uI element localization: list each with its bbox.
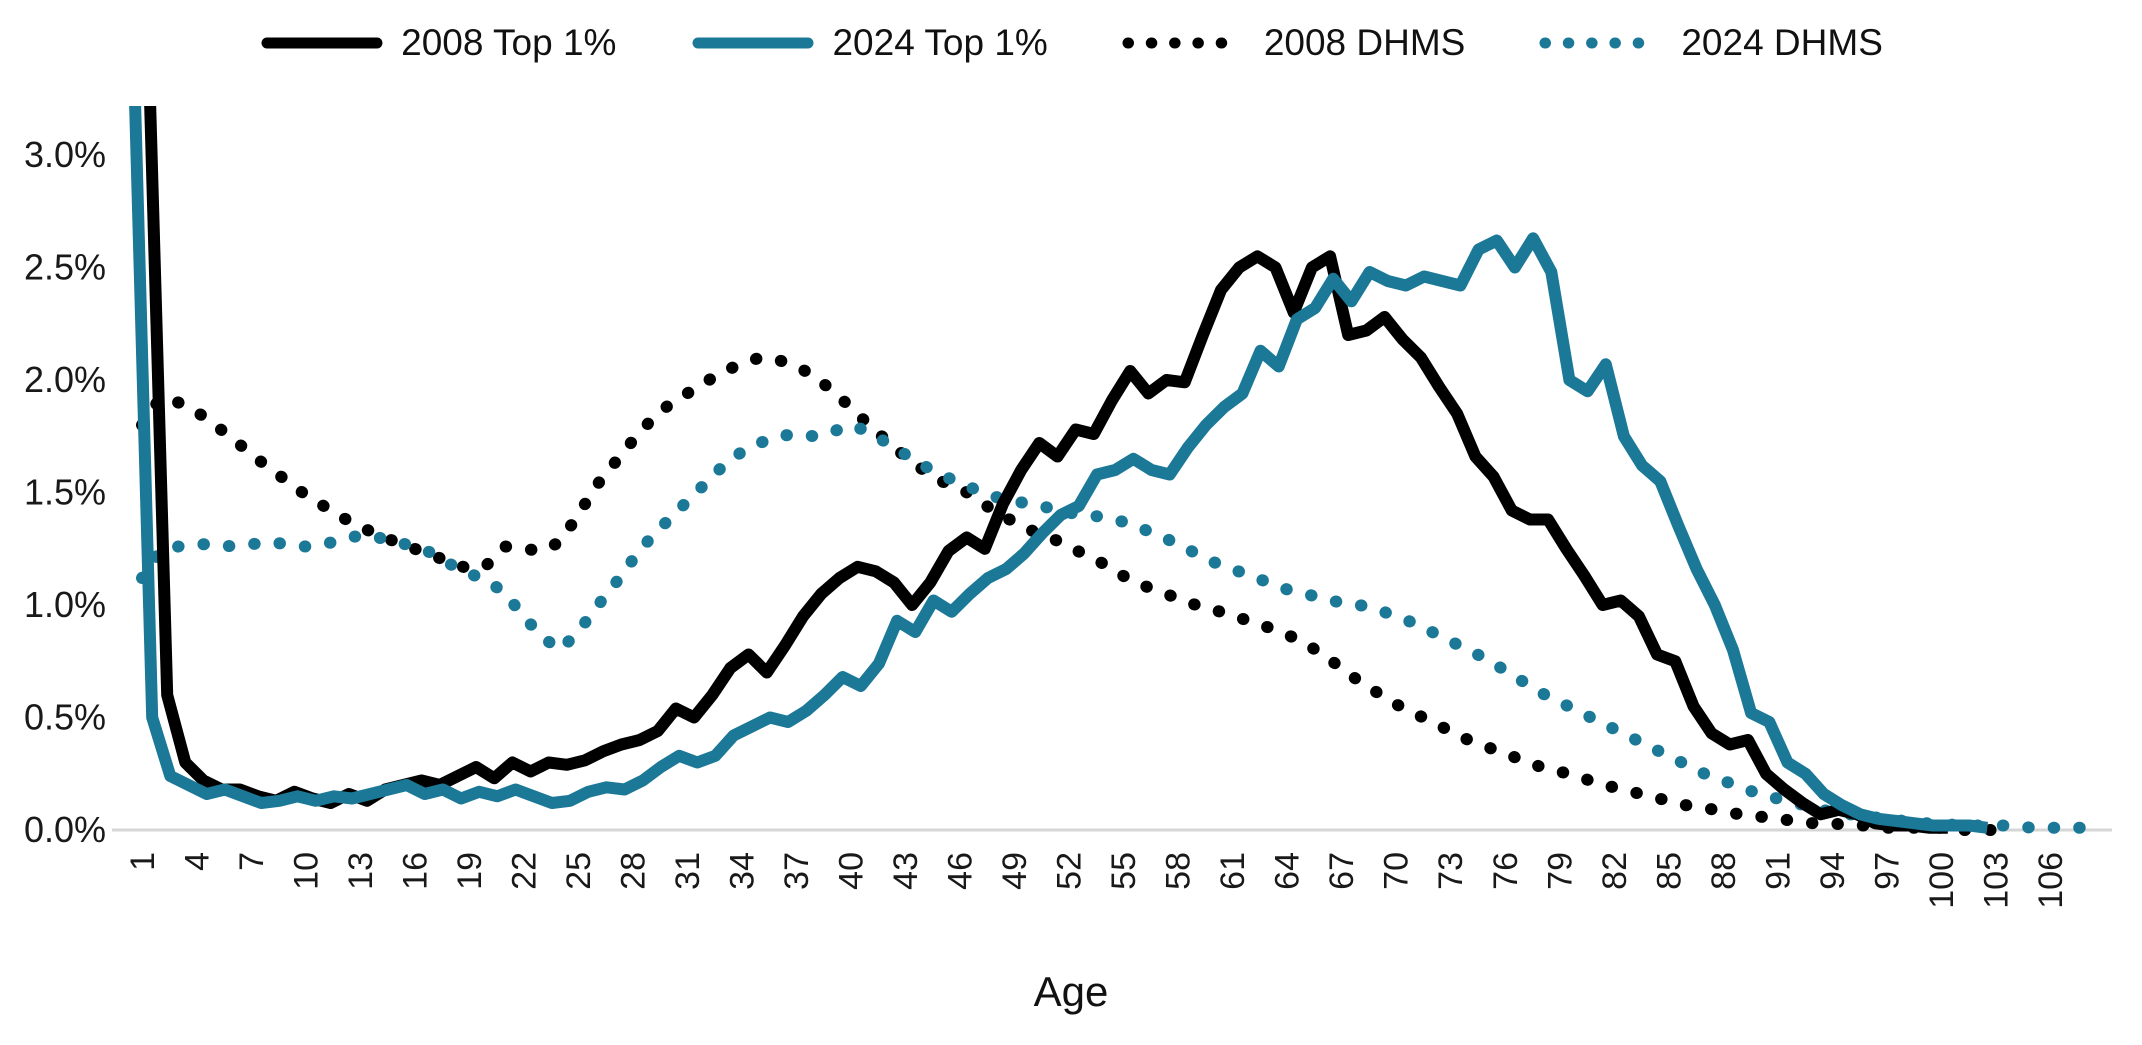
legend-label-2008-dhms: 2008 DHMS bbox=[1263, 22, 1466, 63]
x-axis-title: Age bbox=[1033, 968, 1109, 1015]
x-tick-label: 85 bbox=[1650, 852, 1688, 890]
x-tick-label: 7 bbox=[233, 852, 271, 871]
legend-solid-black-line-icon bbox=[261, 37, 383, 49]
x-tick-label: 16 bbox=[397, 852, 435, 890]
legend-dotted-black-line-icon bbox=[1122, 37, 1248, 49]
x-tick-label: 19 bbox=[451, 852, 489, 890]
x-tick-label: 64 bbox=[1269, 852, 1307, 890]
legend-label-2008-top1: 2008 Top 1% bbox=[401, 22, 617, 63]
x-tick-label: 91 bbox=[1759, 852, 1797, 890]
x-tick-label: 55 bbox=[1105, 852, 1143, 890]
y-tick-label: 0.0% bbox=[24, 809, 106, 850]
x-tick-label: 25 bbox=[560, 852, 598, 890]
x-tick-label: 40 bbox=[833, 852, 871, 890]
legend-dotted-teal-line-icon bbox=[1539, 37, 1665, 49]
x-tick-label: 82 bbox=[1596, 852, 1634, 890]
x-tick-label: 103 bbox=[1977, 852, 2015, 909]
x-tick-label: 46 bbox=[942, 852, 980, 890]
x-tick-label: 52 bbox=[1051, 852, 1089, 890]
x-tick-label: 37 bbox=[778, 852, 816, 890]
x-tick-label: 43 bbox=[887, 852, 925, 890]
legend-item-2024-dhms: 2024 DHMS bbox=[1539, 22, 1883, 64]
x-tick-label: 28 bbox=[615, 852, 653, 890]
x-tick-label: 49 bbox=[996, 852, 1034, 890]
legend-label-2024-top1: 2024 Top 1% bbox=[832, 22, 1048, 63]
x-tick-label: 88 bbox=[1705, 852, 1743, 890]
x-tick-label: 73 bbox=[1432, 852, 1470, 890]
x-tick-label: 79 bbox=[1541, 852, 1579, 890]
x-tick-label: 10 bbox=[288, 852, 326, 890]
x-tick-label: 70 bbox=[1378, 852, 1416, 890]
y-tick-label: 0.5% bbox=[24, 697, 106, 738]
x-tick-label: 31 bbox=[669, 852, 707, 890]
y-tick-label: 3.0% bbox=[24, 134, 106, 175]
x-tick-label: 97 bbox=[1868, 852, 1906, 890]
x-tick-label: 67 bbox=[1323, 852, 1361, 890]
y-tick-label: 1.0% bbox=[24, 584, 106, 625]
series-line-2024-top-1- bbox=[129, 106, 1989, 834]
legend-solid-teal-line-icon bbox=[692, 37, 814, 49]
x-tick-label: 76 bbox=[1487, 852, 1525, 890]
x-tick-label: 22 bbox=[506, 852, 544, 890]
y-tick-label: 1.5% bbox=[24, 472, 106, 513]
legend-item-2008-dhms: 2008 DHMS bbox=[1122, 22, 1466, 64]
y-tick-label: 2.0% bbox=[24, 359, 106, 400]
x-tick-label: 1 bbox=[124, 852, 162, 871]
x-tick-label: 13 bbox=[342, 852, 380, 890]
y-tick-label: 2.5% bbox=[24, 247, 106, 288]
chart-legend: 2008 Top 1% 2024 Top 1% 2008 DHMS 2024 D… bbox=[0, 22, 2142, 64]
x-tick-label: 4 bbox=[179, 852, 217, 871]
x-tick-label: 94 bbox=[1814, 852, 1852, 890]
x-tick-label: 34 bbox=[724, 852, 762, 890]
x-tick-label: 61 bbox=[1214, 852, 1252, 890]
series-line-2008-dhms bbox=[136, 351, 2002, 836]
legend-item-2008-top1: 2008 Top 1% bbox=[259, 22, 616, 64]
legend-label-2024-dhms: 2024 DHMS bbox=[1681, 22, 1883, 63]
x-tick-label: 100 bbox=[1923, 852, 1961, 909]
x-tick-label: 58 bbox=[1160, 852, 1198, 890]
x-tick-label: 106 bbox=[2032, 852, 2070, 909]
legend-item-2024-top1: 2024 Top 1% bbox=[690, 22, 1048, 64]
series-line-2008-top-1- bbox=[144, 106, 1948, 834]
